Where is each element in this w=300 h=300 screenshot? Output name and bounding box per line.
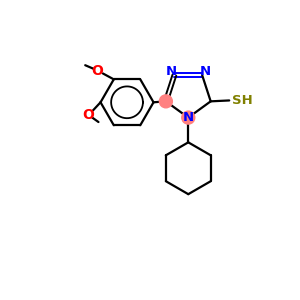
Text: N: N	[165, 65, 176, 78]
Text: O: O	[82, 108, 94, 122]
Text: SH: SH	[232, 94, 253, 107]
Circle shape	[182, 111, 195, 124]
Circle shape	[159, 95, 172, 108]
Text: N: N	[183, 110, 194, 124]
Text: O: O	[92, 64, 103, 77]
Text: N: N	[200, 65, 211, 78]
